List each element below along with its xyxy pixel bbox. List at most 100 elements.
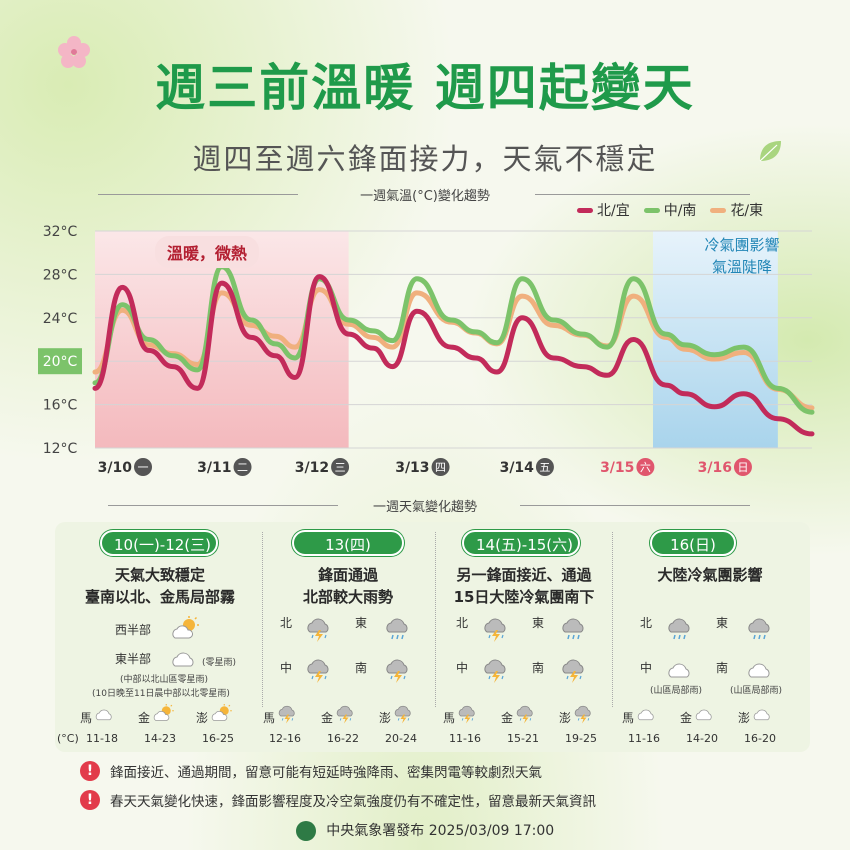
legend-swatch-central-south	[643, 207, 660, 213]
period-desc-1: 天氣大致穩定 臺南以北、金馬局部霧	[65, 564, 255, 608]
island-temp-range: 11-16	[449, 732, 481, 745]
cloud-icon	[666, 656, 696, 682]
island-temp-range: 14-20	[686, 732, 718, 745]
island-temp-range: 11-18	[86, 732, 118, 745]
thunder-icon	[393, 704, 416, 724]
warning-note-text: 鋒面接近、通過期間，留意可能有短延時強降雨、密集閃電等較劇烈天氣	[110, 765, 542, 781]
warning-note-1: ! 鋒面接近、通過期間，留意可能有短延時強降雨、密集閃電等較劇烈天氣	[80, 759, 542, 783]
period-desc-line: 15日大陸冷氣團南下	[453, 588, 595, 606]
x-tick-label: 3/14	[500, 460, 535, 476]
region-label: 北	[640, 616, 653, 630]
x-tick-day-label: 二	[237, 461, 248, 474]
thunder-icon	[384, 657, 414, 683]
island-name: 金	[680, 711, 693, 725]
cold-tag-line2: 氣溫陡降	[711, 258, 772, 276]
region-note: (山區局部雨)	[730, 686, 783, 696]
chart-section-heading: 一週氣溫(°C)變化趨勢	[0, 185, 850, 204]
region-label: 東	[716, 616, 729, 630]
legend-item: 北/宜	[577, 200, 630, 220]
region-label: 中	[640, 661, 653, 675]
cwa-logo-icon	[295, 821, 316, 841]
warm-tag: 溫暖，微熱	[155, 236, 260, 268]
region-label: 東	[532, 616, 545, 630]
region-note: (山區局部雨)	[650, 686, 703, 696]
period-pill-2: 13(四)	[292, 530, 404, 556]
thunder-icon	[457, 704, 480, 724]
thunder-icon	[482, 657, 512, 683]
note-night-rain: (10日晚至11日晨中部以北零星雨)	[92, 689, 230, 699]
period-desc-line: 大陸冷氣團影響	[657, 566, 763, 584]
region-label: 北	[280, 616, 293, 630]
east-label: 東半部	[115, 652, 152, 666]
x-tick-day-label: 三	[335, 461, 346, 474]
y-tick-label: 32°C	[43, 224, 78, 240]
leaf-icon	[759, 141, 781, 162]
chart-heading-text: 一週氣溫(°C)變化趨勢	[360, 189, 490, 204]
island-name: 馬	[263, 711, 276, 725]
thunder-icon	[335, 704, 358, 724]
island-temp-range: 12-16	[269, 732, 301, 745]
island-name: 馬	[443, 711, 456, 725]
column-divider	[435, 532, 436, 707]
footer: 中央氣象署發布 2025/03/09 17:00	[0, 820, 850, 841]
y-tick-label: 16°C	[43, 398, 78, 414]
period-desc-line: 北部較大雨勢	[302, 588, 393, 606]
column-divider	[612, 532, 613, 707]
legend-swatch-east	[710, 207, 727, 213]
x-tick-label: 3/12	[295, 460, 329, 476]
chart-legend: 北/宜 中/南 花/東	[577, 200, 763, 220]
x-tick-label: 3/11	[197, 460, 231, 476]
period-desc-line: 另一鋒面接近、通過	[456, 566, 592, 584]
x-tick-day-label: 六	[640, 461, 651, 474]
cloud-icon	[694, 704, 717, 724]
period-desc-2: 鋒面通過 北部較大雨勢	[268, 564, 428, 608]
period-desc-4: 大陸冷氣團影響	[620, 564, 800, 586]
warning-note-2: ! 春天天氣變化快速，鋒面影響程度及冷空氣強度仍有不確定性，留意最新天氣資訊	[80, 788, 596, 812]
temperature-line-chart: 32°C 28°C 24°C 20°C 16°C 12°C 3/10 一 3/11 二 3/12 三 3…	[38, 224, 815, 476]
x-tick-day-label: 一	[138, 461, 149, 474]
region-label: 南	[532, 661, 545, 675]
x-tick-day-label: 日	[737, 461, 748, 474]
thunder-icon	[305, 657, 335, 683]
region-label: 中	[280, 661, 293, 675]
period-desc-line: 天氣大致穩定	[114, 566, 205, 584]
island-temp-range: 11-16	[628, 732, 660, 745]
rain-icon	[746, 616, 776, 642]
island-temp-range: 16-25	[202, 732, 234, 745]
cloud-icon	[752, 704, 775, 724]
island-name: 馬	[622, 711, 635, 725]
alert-icon: !	[80, 790, 100, 810]
region-label: 南	[716, 661, 729, 675]
west-label: 西半部	[115, 623, 152, 637]
footer-text: 中央氣象署發布 2025/03/09 17:00	[326, 823, 555, 839]
thunder-icon	[560, 657, 590, 683]
y-tick-label: 24°C	[43, 311, 78, 327]
island-name: 金	[321, 711, 334, 725]
x-tick-day-badge	[331, 458, 350, 476]
legend-item: 花/東	[710, 200, 763, 220]
heading-rule-left	[108, 505, 338, 506]
island-name: 澎	[559, 711, 572, 725]
legend-label-central-south: 中/南	[663, 203, 697, 219]
period-desc-line: 鋒面通過	[317, 566, 378, 584]
island-name: 金	[501, 711, 514, 725]
island-name: 金	[138, 711, 151, 725]
island-name: 澎	[738, 711, 751, 725]
thunder-icon	[515, 704, 538, 724]
y-tick-label: 12°C	[43, 441, 78, 457]
legend-swatch-north	[577, 207, 593, 213]
heading-rule-right	[535, 194, 750, 195]
period-pill-4: 16(日)	[650, 530, 736, 556]
thunder-icon	[277, 704, 300, 724]
island-name: 澎	[196, 711, 209, 725]
region-label: 北	[456, 616, 469, 630]
y-tick-highlight	[38, 348, 82, 375]
warning-note-text: 春天天氣變化快速，鋒面影響程度及冷空氣強度仍有不確定性，留意最新天氣資訊	[110, 794, 596, 810]
series-line-北/宜	[92, 274, 815, 437]
x-tick-day-label: 四	[435, 461, 446, 474]
sun-cloud-icon	[210, 704, 233, 724]
x-tick-label: 3/16	[698, 460, 732, 476]
rain-icon	[666, 616, 696, 642]
rain-icon	[384, 616, 414, 642]
x-tick-day-badge	[134, 458, 153, 476]
